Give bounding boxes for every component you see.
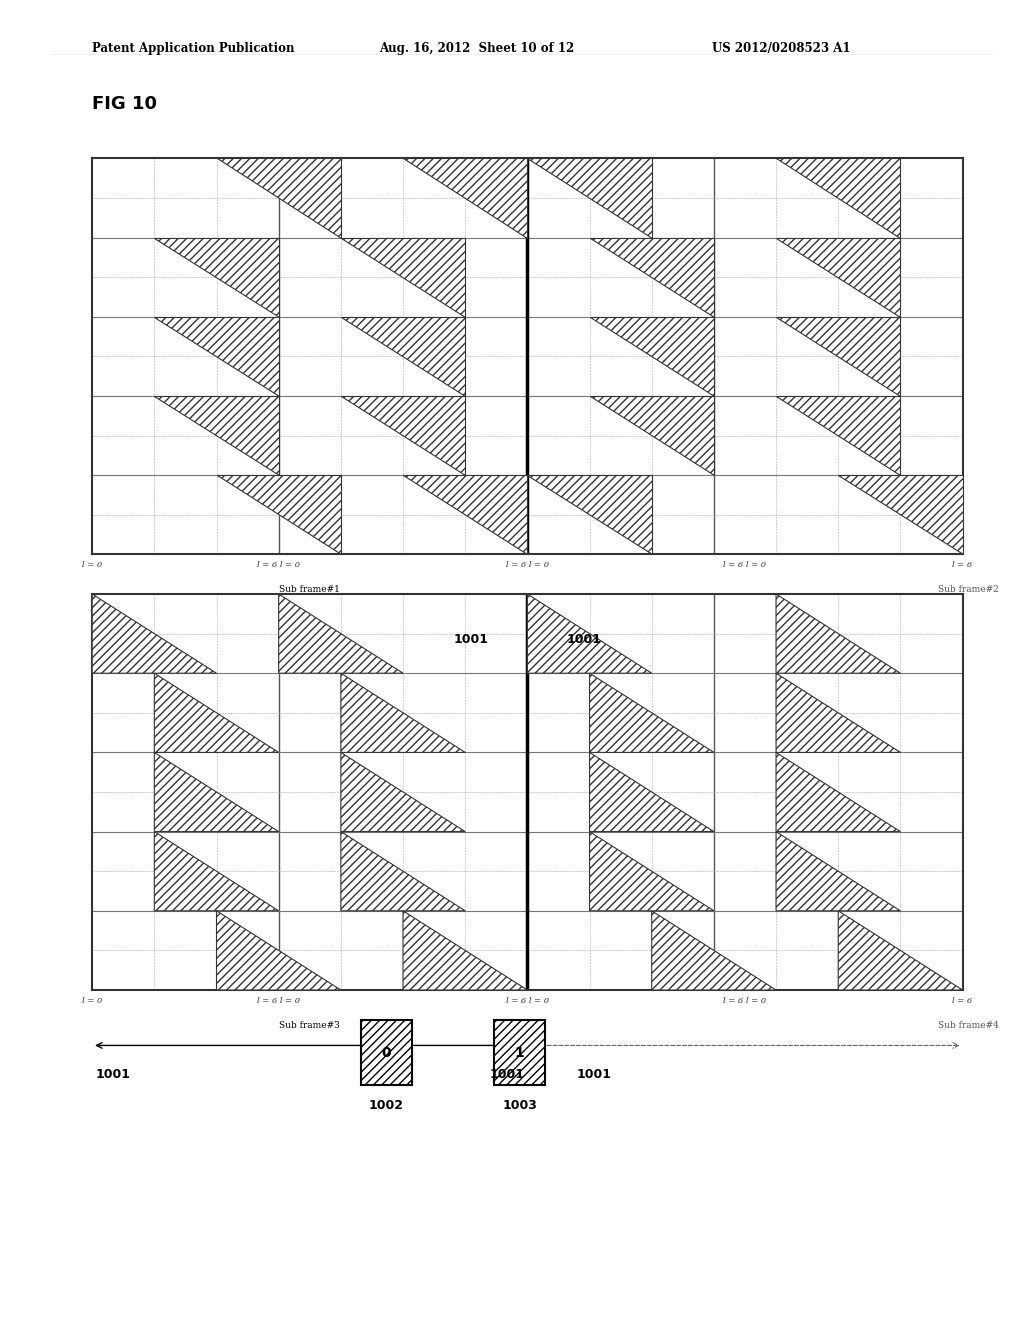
- Polygon shape: [776, 832, 900, 911]
- Polygon shape: [155, 317, 279, 396]
- Polygon shape: [403, 911, 527, 990]
- Polygon shape: [776, 594, 900, 673]
- Polygon shape: [651, 911, 776, 990]
- Text: 1001: 1001: [489, 1068, 524, 1081]
- Text: FIG 10: FIG 10: [92, 95, 157, 114]
- Text: 0: 0: [382, 1045, 391, 1060]
- Polygon shape: [155, 832, 279, 911]
- Text: l = 6: l = 6: [952, 997, 973, 1005]
- Text: l = 0: l = 0: [82, 561, 102, 569]
- Polygon shape: [527, 158, 651, 238]
- Text: Aug. 16, 2012  Sheet 10 of 12: Aug. 16, 2012 Sheet 10 of 12: [379, 42, 574, 55]
- Text: l = 6 l = 0: l = 6 l = 0: [257, 997, 300, 1005]
- Polygon shape: [590, 752, 714, 832]
- Text: l = 6 l = 0: l = 6 l = 0: [723, 997, 767, 1005]
- Text: 1001: 1001: [454, 632, 488, 645]
- Polygon shape: [590, 317, 714, 396]
- Polygon shape: [279, 594, 403, 673]
- Polygon shape: [590, 673, 714, 752]
- Polygon shape: [403, 475, 527, 554]
- Text: Sub frame#1: Sub frame#1: [280, 585, 340, 594]
- Polygon shape: [341, 673, 465, 752]
- Polygon shape: [590, 238, 714, 317]
- Polygon shape: [216, 911, 341, 990]
- Polygon shape: [155, 673, 279, 752]
- Text: 1003: 1003: [502, 1098, 538, 1111]
- Text: Sub frame#2: Sub frame#2: [938, 585, 998, 594]
- Text: l = 6 l = 0: l = 6 l = 0: [506, 997, 549, 1005]
- Polygon shape: [216, 475, 341, 554]
- Polygon shape: [776, 396, 900, 475]
- Polygon shape: [776, 673, 900, 752]
- Text: Sub frame#3: Sub frame#3: [280, 1020, 340, 1030]
- Text: Patent Application Publication: Patent Application Publication: [92, 42, 295, 55]
- Polygon shape: [155, 752, 279, 832]
- Polygon shape: [155, 396, 279, 475]
- Text: l = 6 l = 0: l = 6 l = 0: [723, 561, 767, 569]
- Polygon shape: [839, 475, 963, 554]
- Polygon shape: [403, 158, 527, 238]
- Polygon shape: [341, 317, 465, 396]
- Polygon shape: [92, 594, 216, 673]
- Text: 1001: 1001: [577, 1068, 611, 1081]
- Polygon shape: [155, 238, 279, 317]
- Polygon shape: [527, 594, 651, 673]
- Text: l = 6 l = 0: l = 6 l = 0: [257, 561, 300, 569]
- Polygon shape: [341, 238, 465, 317]
- Polygon shape: [590, 396, 714, 475]
- Polygon shape: [776, 158, 900, 238]
- Polygon shape: [341, 752, 465, 832]
- Polygon shape: [590, 832, 714, 911]
- Polygon shape: [776, 317, 900, 396]
- Polygon shape: [341, 832, 465, 911]
- Polygon shape: [776, 752, 900, 832]
- Polygon shape: [216, 158, 341, 238]
- Text: 1001: 1001: [95, 1068, 130, 1081]
- Polygon shape: [527, 475, 651, 554]
- Polygon shape: [341, 396, 465, 475]
- Text: l = 0: l = 0: [82, 997, 102, 1005]
- Text: 1: 1: [515, 1045, 524, 1060]
- Text: 1001: 1001: [566, 632, 601, 645]
- Text: 1002: 1002: [369, 1098, 404, 1111]
- Text: Sub frame#4: Sub frame#4: [938, 1020, 998, 1030]
- Text: l = 6: l = 6: [952, 561, 973, 569]
- Polygon shape: [776, 238, 900, 317]
- Polygon shape: [839, 911, 963, 990]
- Text: US 2012/0208523 A1: US 2012/0208523 A1: [712, 42, 850, 55]
- Text: l = 6 l = 0: l = 6 l = 0: [506, 561, 549, 569]
